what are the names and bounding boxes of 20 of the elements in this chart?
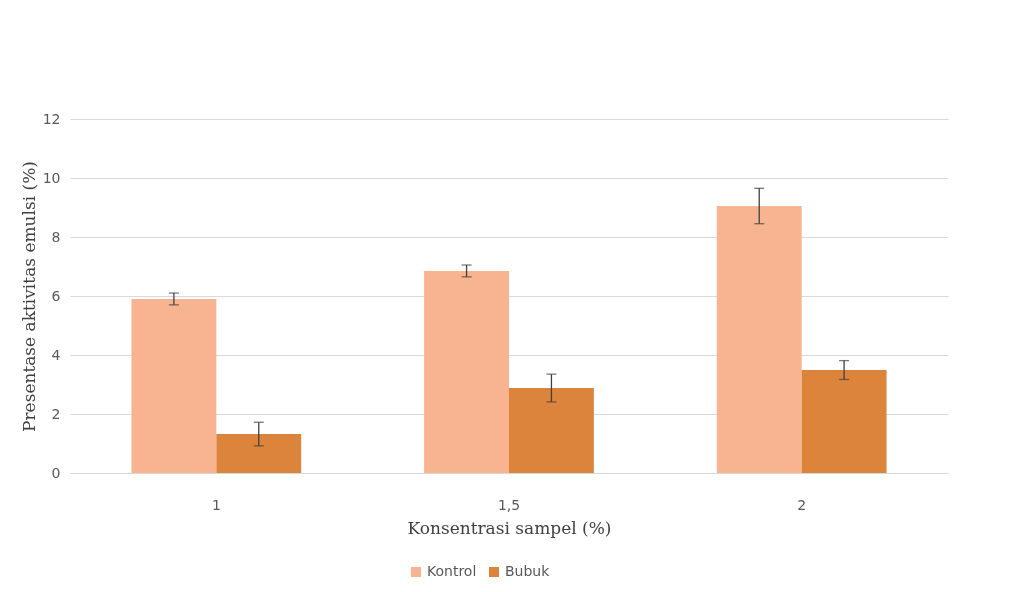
x-tick-label: 2 bbox=[797, 496, 807, 513]
bar bbox=[216, 434, 302, 473]
y-tick-label: 4 bbox=[51, 346, 61, 363]
legend-label: Kontrol bbox=[427, 563, 477, 579]
bar bbox=[509, 388, 594, 473]
y-tick-label: 6 bbox=[51, 287, 61, 304]
y-tick-label: 8 bbox=[51, 228, 61, 245]
legend-label: Bubuk bbox=[505, 563, 551, 579]
y-tick-label: 10 bbox=[42, 169, 61, 186]
bar bbox=[424, 270, 509, 473]
y-tick-label: 12 bbox=[42, 110, 61, 127]
y-axis-title: Presentase aktivitas emulsi (%) bbox=[18, 161, 39, 432]
bar bbox=[801, 370, 887, 473]
bar bbox=[131, 298, 217, 473]
x-axis-title: Konsentrasi sampel (%) bbox=[407, 517, 612, 538]
x-tick-label: 1 bbox=[211, 496, 221, 513]
x-tick-label: 1,5 bbox=[497, 496, 521, 513]
y-tick-label: 0 bbox=[51, 464, 61, 481]
y-tick-label: 2 bbox=[51, 405, 61, 422]
bar bbox=[716, 206, 802, 473]
